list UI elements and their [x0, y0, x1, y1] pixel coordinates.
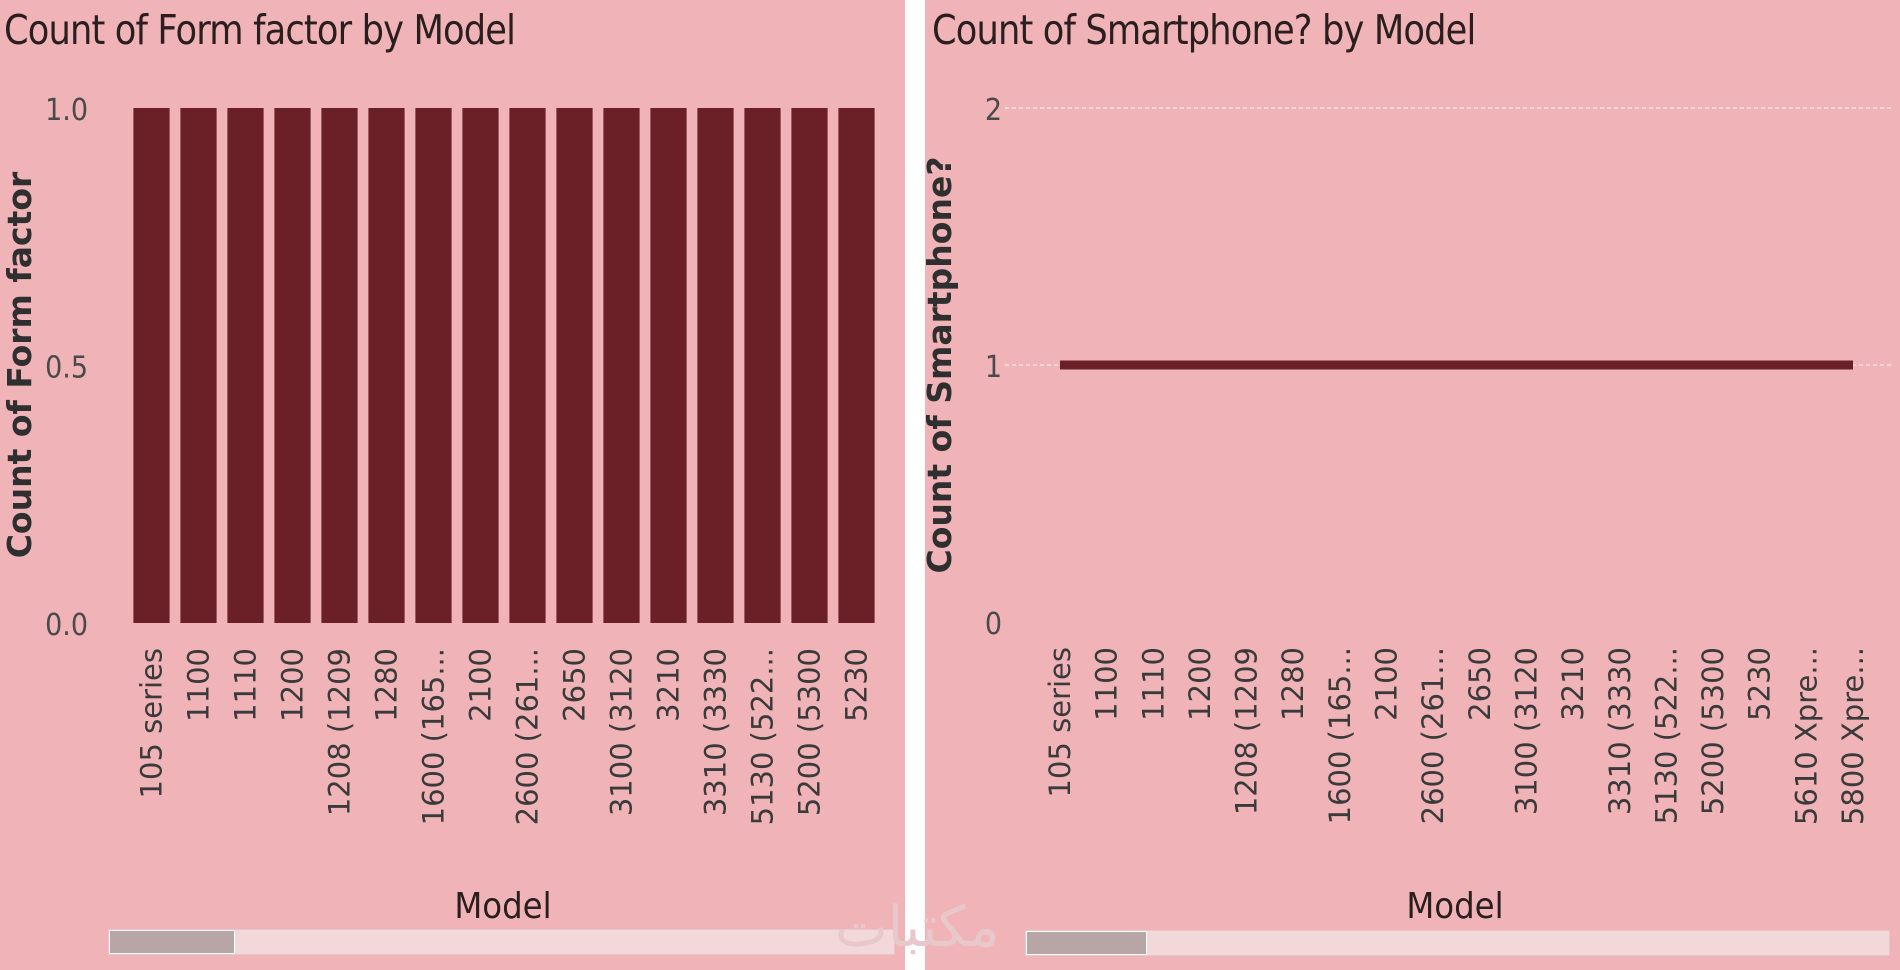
left-chart-panel: Count of Form factor by Model 0.0 0.5 1.0 1… — [0, 0, 905, 970]
y-tick-label: 0 — [985, 607, 1002, 642]
x-tick-label: 1100 — [182, 648, 216, 722]
x-tick-label: 5200 (5300 — [793, 648, 827, 816]
x-tick-label: 2600 (261... — [1416, 647, 1450, 824]
x-tick-label: 105 series — [135, 648, 169, 798]
x-tick-label: 1110 — [1136, 647, 1170, 721]
form-factor-bar-chart[interactable]: 0.0 0.5 1.0 105 series 1100 1110 1200 1208 (120… — [0, 0, 905, 970]
x-axis-title: Model — [454, 886, 551, 927]
bar — [509, 108, 546, 623]
bar — [838, 108, 875, 623]
x-tick-label: 5130 (522... — [746, 648, 780, 825]
x-tick-label: 2100 — [464, 648, 498, 722]
bar — [556, 108, 593, 623]
x-tick-label: 5800 Xpre... — [1836, 647, 1870, 825]
y-tick-label: 0.5 — [45, 351, 88, 386]
bar — [744, 108, 781, 623]
right-chart-panel: Count of Smartphone? by Model 0 1 2 105 ser… — [925, 0, 1900, 970]
y-tick-label: 1.0 — [45, 93, 88, 128]
y-tick-label: 0.0 — [45, 608, 88, 643]
x-tick-label: 3100 (3120 — [605, 648, 639, 816]
x-tick-label: 2100 — [1370, 647, 1404, 721]
bar — [368, 108, 405, 623]
bar — [274, 108, 311, 623]
x-tick-label: 2650 — [1463, 647, 1497, 721]
x-tick-label: 1100 — [1090, 647, 1124, 721]
x-tick-label: 5200 (5300 — [1696, 647, 1730, 815]
x-tick-label: 1110 — [229, 648, 263, 722]
x-tick-label: 5610 Xpre... — [1789, 647, 1823, 825]
bar — [650, 108, 687, 623]
smartphone-line-chart[interactable]: 0 1 2 105 series 1100 1110 1200 1208 (1209 1280 1… — [925, 0, 1900, 970]
bar — [462, 108, 499, 623]
bar — [415, 108, 452, 623]
x-tick-label: 1280 — [370, 648, 404, 722]
bar — [180, 108, 217, 623]
right-horizontal-scrollbar[interactable] — [1025, 930, 1890, 956]
x-tick-label: 2600 (261... — [511, 648, 545, 825]
bar — [227, 108, 264, 623]
x-tick-label: 1200 — [1183, 647, 1217, 721]
y-axis-title: Count of Smartphone? — [925, 157, 959, 574]
x-tick-label: 3210 — [652, 648, 686, 722]
x-tick-label: 1280 — [1276, 647, 1310, 721]
y-axis-title: Count of Form factor — [0, 171, 39, 558]
x-tick-label: 1208 (1209 — [323, 648, 357, 816]
x-tick-label: 5230 — [1743, 647, 1777, 721]
bar — [133, 108, 170, 623]
x-tick-label: 1208 (1209 — [1230, 647, 1264, 815]
left-horizontal-scrollbar[interactable] — [108, 929, 895, 955]
bar — [697, 108, 734, 623]
x-tick-label: 3310 (3330 — [1603, 647, 1637, 815]
x-tick-label: 5230 — [840, 648, 874, 722]
left-scrollbar-thumb[interactable] — [109, 930, 235, 954]
x-tick-label: 1600 (165... — [417, 648, 451, 825]
x-tick-label: 105 series — [1043, 647, 1077, 797]
x-tick-label: 2650 — [558, 648, 592, 722]
x-tick-label: 3310 (3330 — [699, 648, 733, 816]
x-tick-label: 3210 — [1556, 647, 1590, 721]
bar — [791, 108, 828, 623]
left-chart-title: Count of Form factor by Model — [4, 6, 516, 54]
y-tick-label: 1 — [985, 350, 1002, 385]
x-tick-label: 3100 (3120 — [1509, 647, 1543, 815]
x-tick-label: 1200 — [276, 648, 310, 722]
bar — [321, 108, 358, 623]
x-axis-title: Model — [1406, 886, 1503, 927]
right-chart-title: Count of Smartphone? by Model — [932, 6, 1476, 54]
bar — [603, 108, 640, 623]
y-tick-label: 2 — [985, 93, 1002, 128]
x-tick-label: 5130 (522... — [1649, 647, 1683, 824]
x-tick-label: 1600 (165... — [1323, 647, 1357, 824]
right-scrollbar-thumb[interactable] — [1026, 931, 1148, 955]
